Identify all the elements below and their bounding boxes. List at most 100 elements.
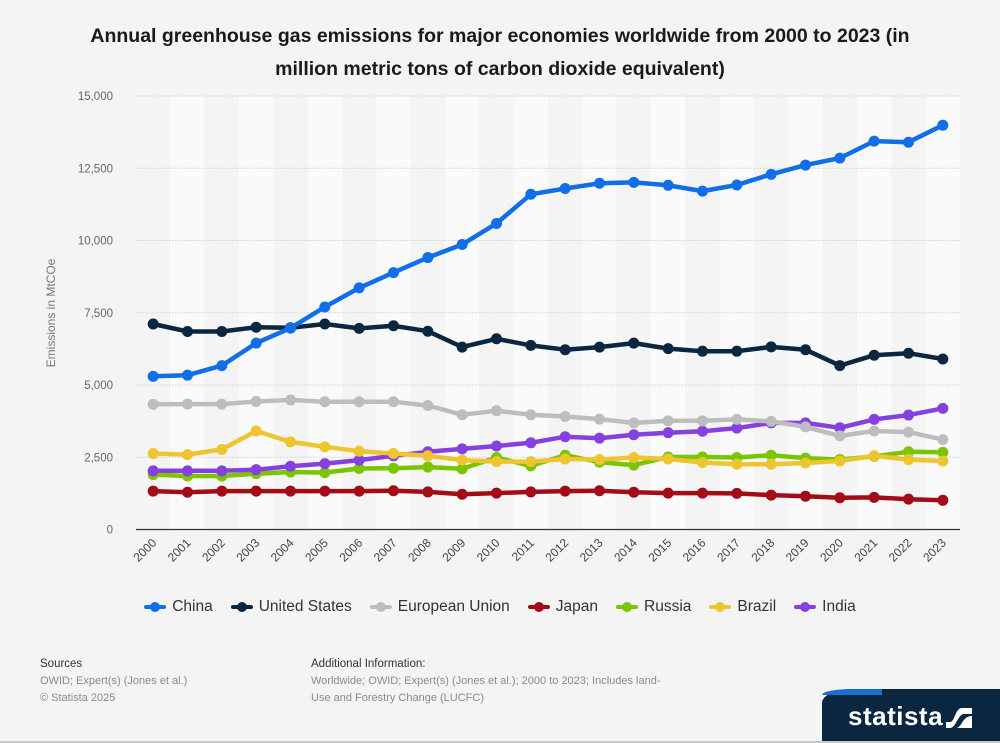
data-point-china[interactable]: China 2019: 12610	[800, 159, 811, 171]
data-point-russia[interactable]: Russia 2009: 2100	[456, 463, 468, 475]
data-point-united-states[interactable]: United States 2020: 5670	[834, 360, 846, 372]
data-point-india[interactable]: India 2020: 3520	[834, 422, 846, 434]
data-point-russia[interactable]: Russia 2006: 2110	[353, 463, 365, 475]
data-point-japan[interactable]: Japan 2008: 1300	[422, 486, 434, 498]
data-point-japan[interactable]: Japan 2013: 1340	[594, 485, 605, 497]
data-point-china[interactable]: China 2005: 7700	[319, 301, 331, 313]
data-point-brazil[interactable]: Brazil 2001: 2590	[182, 449, 193, 461]
data-point-india[interactable]: India 2006: 2400	[353, 454, 365, 466]
data-point-india[interactable]: India 2022: 3960	[903, 409, 914, 421]
data-point-united-states[interactable]: United States 2012: 6220	[559, 344, 571, 356]
data-point-european-union[interactable]: European Union 2008: 4290	[422, 400, 434, 412]
data-point-china[interactable]: China 2017: 11920	[731, 179, 743, 191]
data-point-united-states[interactable]: United States 2022: 6100	[903, 347, 914, 359]
data-point-india[interactable]: India 2021: 3810	[868, 413, 880, 425]
data-point-china[interactable]: China 2011: 11600	[525, 188, 537, 200]
data-point-european-union[interactable]: European Union 2004: 4480	[285, 394, 296, 406]
data-point-european-union[interactable]: European Union 2023: 3110	[937, 434, 949, 446]
data-point-united-states[interactable]: United States 2023: 5900	[937, 353, 949, 365]
data-point-china[interactable]: China 2013: 11980	[594, 177, 605, 189]
data-point-brazil[interactable]: Brazil 2023: 2370	[937, 455, 949, 467]
data-point-united-states[interactable]: United States 2001: 6850	[182, 326, 193, 338]
data-point-russia[interactable]: Russia 2005: 1970	[319, 467, 331, 479]
data-point-united-states[interactable]: United States 2003: 7000	[250, 321, 262, 333]
data-point-china[interactable]: China 2004: 6970	[285, 322, 296, 334]
data-point-united-states[interactable]: United States 2009: 6310	[456, 341, 468, 353]
data-point-india[interactable]: India 2000: 2030	[147, 465, 159, 477]
data-point-european-union[interactable]: European Union 2002: 4340	[216, 398, 228, 410]
data-point-china[interactable]: China 2015: 11910	[662, 179, 674, 191]
data-point-china[interactable]: China 2012: 11800	[559, 182, 571, 194]
data-point-brazil[interactable]: Brazil 2012: 2440	[559, 453, 571, 465]
data-point-brazil[interactable]: Brazil 2016: 2320	[697, 456, 708, 468]
data-point-brazil[interactable]: Brazil 2021: 2550	[868, 450, 880, 462]
data-point-brazil[interactable]: Brazil 2002: 2770	[216, 443, 228, 455]
data-point-european-union[interactable]: European Union 2006: 4420	[353, 396, 365, 408]
data-point-china[interactable]: China 2008: 9410	[422, 252, 434, 264]
data-point-united-states[interactable]: United States 2006: 6960	[353, 322, 365, 334]
data-point-european-union[interactable]: European Union 2020: 3240	[834, 430, 846, 442]
data-point-european-union[interactable]: European Union 2022: 3370	[903, 426, 914, 438]
data-point-india[interactable]: India 2012: 3210	[559, 431, 571, 443]
data-point-united-states[interactable]: United States 2014: 6450	[628, 337, 640, 349]
data-point-india[interactable]: India 2001: 2030	[182, 465, 193, 477]
data-point-brazil[interactable]: Brazil 2013: 2420	[594, 454, 605, 466]
data-point-china[interactable]: China 2014: 12010	[628, 176, 640, 188]
data-point-japan[interactable]: Japan 2021: 1110	[868, 491, 880, 503]
data-point-european-union[interactable]: European Union 2013: 3820	[594, 413, 605, 425]
data-point-european-union[interactable]: European Union 2001: 4340	[182, 398, 193, 410]
data-point-european-union[interactable]: European Union 2016: 3760	[697, 415, 708, 427]
data-point-india[interactable]: India 2010: 2890	[491, 440, 502, 452]
data-point-japan[interactable]: Japan 2000: 1330	[147, 485, 159, 497]
legend-item-india[interactable]: India	[794, 598, 856, 616]
data-point-brazil[interactable]: Brazil 2005: 2860	[319, 441, 331, 453]
data-point-brazil[interactable]: Brazil 2015: 2440	[662, 453, 674, 465]
data-point-japan[interactable]: Japan 2012: 1330	[559, 485, 571, 497]
data-point-brazil[interactable]: Brazil 2009: 2400	[456, 454, 468, 466]
data-point-brazil[interactable]: Brazil 2018: 2260	[765, 458, 777, 470]
data-point-japan[interactable]: Japan 2001: 1290	[182, 486, 193, 498]
data-point-india[interactable]: India 2011: 3000	[525, 437, 537, 449]
data-point-china[interactable]: China 2001: 5340	[182, 369, 193, 381]
data-point-united-states[interactable]: United States 2013: 6310	[594, 341, 605, 353]
data-point-united-states[interactable]: United States 2000: 7110	[147, 318, 159, 330]
data-point-brazil[interactable]: Brazil 2019: 2300	[800, 457, 811, 469]
data-point-united-states[interactable]: United States 2021: 6030	[868, 349, 880, 361]
data-point-japan[interactable]: Japan 2019: 1150	[800, 490, 811, 502]
data-point-russia[interactable]: Russia 2022: 2690	[903, 446, 914, 458]
data-point-european-union[interactable]: European Union 2018: 3740	[765, 415, 777, 427]
data-point-european-union[interactable]: European Union 2007: 4420	[388, 396, 399, 408]
data-point-india[interactable]: India 2002: 2030	[216, 465, 228, 477]
data-point-european-union[interactable]: European Union 2010: 4110	[491, 405, 502, 417]
data-point-china[interactable]: China 2023: 13990	[937, 119, 949, 131]
data-point-japan[interactable]: Japan 2011: 1300	[525, 486, 537, 498]
data-point-united-states[interactable]: United States 2015: 6260	[662, 343, 674, 355]
data-point-india[interactable]: India 2014: 3280	[628, 429, 640, 441]
data-point-united-states[interactable]: United States 2007: 7050	[388, 320, 399, 332]
data-point-united-states[interactable]: United States 2018: 6320	[765, 341, 777, 353]
data-point-japan[interactable]: Japan 2002: 1330	[216, 485, 228, 497]
data-point-india[interactable]: India 2017: 3510	[731, 422, 743, 434]
data-point-china[interactable]: China 2007: 8890	[388, 267, 399, 279]
data-point-european-union[interactable]: European Union 2005: 4420	[319, 396, 331, 408]
data-point-india[interactable]: India 2009: 2790	[456, 443, 468, 455]
data-point-japan[interactable]: Japan 2014: 1290	[628, 486, 640, 498]
data-point-china[interactable]: China 2020: 12850	[834, 152, 846, 164]
data-point-european-union[interactable]: European Union 2011: 3970	[525, 409, 537, 421]
data-point-china[interactable]: China 2021: 13440	[868, 135, 880, 147]
data-point-japan[interactable]: Japan 2018: 1190	[765, 489, 777, 501]
data-point-russia[interactable]: Russia 2018: 2570	[765, 449, 777, 461]
data-point-japan[interactable]: Japan 2017: 1250	[731, 487, 743, 499]
data-point-japan[interactable]: Japan 2007: 1340	[388, 485, 399, 497]
data-point-japan[interactable]: Japan 2005: 1330	[319, 485, 331, 497]
legend-item-united-states[interactable]: United States	[230, 598, 352, 616]
data-point-japan[interactable]: Japan 2020: 1100	[834, 492, 846, 504]
legend-item-russia[interactable]: Russia	[616, 598, 691, 616]
data-point-united-states[interactable]: United States 2010: 6600	[491, 333, 502, 345]
data-point-india[interactable]: India 2016: 3400	[697, 425, 708, 437]
data-point-china[interactable]: China 2018: 12290	[765, 168, 777, 180]
data-point-brazil[interactable]: Brazil 2010: 2350	[491, 456, 502, 468]
data-point-brazil[interactable]: Brazil 2006: 2710	[353, 445, 365, 457]
